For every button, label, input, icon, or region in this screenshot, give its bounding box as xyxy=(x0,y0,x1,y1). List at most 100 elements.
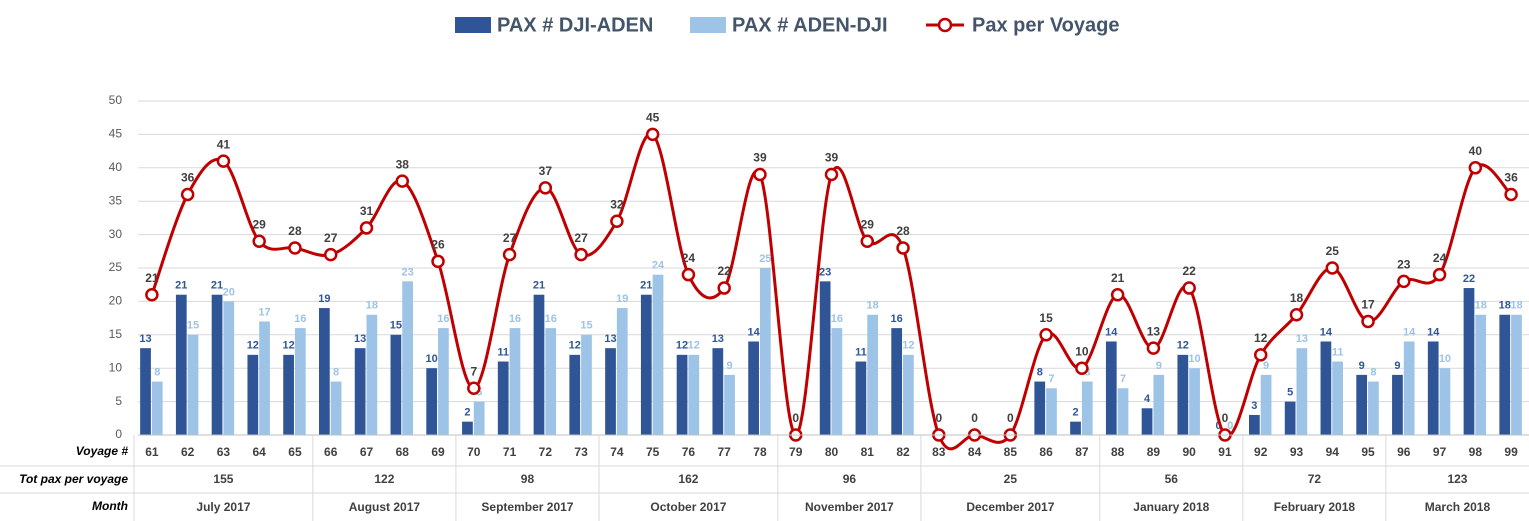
bar-label: 15 xyxy=(580,320,592,332)
bar xyxy=(891,328,903,435)
bar-label: 25 xyxy=(759,253,771,265)
x-tick-label: 88 xyxy=(1111,445,1125,459)
bar-label: 14 xyxy=(1427,326,1440,338)
bar xyxy=(1499,314,1511,435)
y-tick-label: 45 xyxy=(109,127,123,141)
month-total: 56 xyxy=(1165,472,1179,486)
line-point xyxy=(323,247,338,262)
row-label: Month xyxy=(92,499,128,513)
bar xyxy=(187,334,199,435)
bar-label: 10 xyxy=(426,353,438,365)
bar-label: 12 xyxy=(282,340,294,352)
legend-marker xyxy=(937,17,953,33)
x-tick-label: 72 xyxy=(539,445,553,459)
month-total: 122 xyxy=(374,472,394,486)
bar xyxy=(390,334,402,435)
line-label: 28 xyxy=(896,224,910,238)
line-label: 22 xyxy=(718,264,732,278)
bar-label: 4 xyxy=(1144,393,1151,405)
bar-label: 3 xyxy=(1251,400,1257,412)
bar xyxy=(1141,408,1153,435)
line-point xyxy=(252,234,266,249)
bar-label: 7 xyxy=(1048,373,1054,385)
x-tick-label: 74 xyxy=(610,445,624,459)
bar-label: 5 xyxy=(1287,387,1293,399)
line-label: 29 xyxy=(861,217,875,231)
line-label: 0 xyxy=(1222,411,1229,425)
bar-label: 0 xyxy=(1227,420,1233,432)
bar-label: 22 xyxy=(1463,273,1475,285)
line-label: 39 xyxy=(753,151,767,165)
bar-label: 9 xyxy=(1359,360,1365,372)
bar xyxy=(1153,374,1165,435)
line-label: 38 xyxy=(396,157,410,171)
x-tick-label: 63 xyxy=(217,445,231,459)
line-point xyxy=(753,167,767,182)
line-label: 39 xyxy=(825,151,839,165)
bar xyxy=(1296,348,1308,435)
line-label: 28 xyxy=(288,224,302,238)
bar xyxy=(605,348,616,435)
bar-label: 18 xyxy=(1475,300,1487,312)
y-tick-label: 30 xyxy=(109,227,123,241)
x-tick-label: 83 xyxy=(932,445,946,459)
line-label: 45 xyxy=(646,111,660,125)
bar-label: 24 xyxy=(652,260,665,272)
bar-label: 8 xyxy=(1370,366,1376,378)
line-label: 10 xyxy=(1075,344,1089,358)
x-tick-label: 61 xyxy=(145,445,159,459)
x-tick-label: 98 xyxy=(1469,445,1483,459)
line-label: 31 xyxy=(360,204,374,218)
line-point xyxy=(1182,281,1196,295)
bar xyxy=(545,328,557,435)
bar xyxy=(1332,361,1343,435)
legend-label: PAX # DJI-ADEN xyxy=(497,14,653,36)
bar xyxy=(688,354,700,435)
month-label: February 2018 xyxy=(1274,500,1356,514)
bar xyxy=(223,301,235,435)
bar xyxy=(438,328,449,435)
bar xyxy=(1046,388,1057,435)
bar xyxy=(497,361,509,435)
y-tick-label: 40 xyxy=(109,160,123,174)
bar xyxy=(533,294,545,435)
line-label: 0 xyxy=(971,411,978,425)
bar-label: 0 xyxy=(1216,420,1222,432)
bar xyxy=(473,401,485,435)
bar xyxy=(569,354,581,435)
row-label: Voyage # xyxy=(76,444,129,458)
bar-label: 2 xyxy=(1072,407,1078,419)
line-point xyxy=(1397,274,1411,289)
bar-label: 21 xyxy=(211,280,223,292)
legend-swatch xyxy=(455,17,491,33)
bar-label: 13 xyxy=(139,333,151,345)
line-label: 22 xyxy=(1183,264,1197,278)
x-tick-label: 66 xyxy=(324,445,338,459)
x-tick-label: 69 xyxy=(431,445,445,459)
month-total: 25 xyxy=(1004,472,1018,486)
line-point xyxy=(395,174,410,188)
line-label: 25 xyxy=(1326,244,1340,258)
bar-label: 8 xyxy=(333,366,339,378)
bar xyxy=(140,348,151,435)
bar-label: 11 xyxy=(497,346,509,358)
bar xyxy=(1081,381,1093,435)
line-point xyxy=(467,381,481,395)
bar-label: 18 xyxy=(1510,300,1522,312)
bar-label: 9 xyxy=(1394,360,1400,372)
line-label: 29 xyxy=(253,217,267,231)
line-point xyxy=(610,214,624,228)
bar xyxy=(175,294,187,435)
bar xyxy=(748,341,759,435)
bar-label: 10 xyxy=(1188,353,1200,365)
line-label: 37 xyxy=(539,164,553,178)
bar-label: 14 xyxy=(747,326,760,338)
line-point xyxy=(645,127,660,142)
line-label: 41 xyxy=(217,137,231,151)
bar xyxy=(1105,341,1117,435)
bar-label: 10 xyxy=(1439,353,1451,365)
bar xyxy=(1117,388,1129,435)
month-total: 155 xyxy=(213,472,233,486)
line-label: 27 xyxy=(503,231,517,245)
x-tick-label: 62 xyxy=(181,445,195,459)
